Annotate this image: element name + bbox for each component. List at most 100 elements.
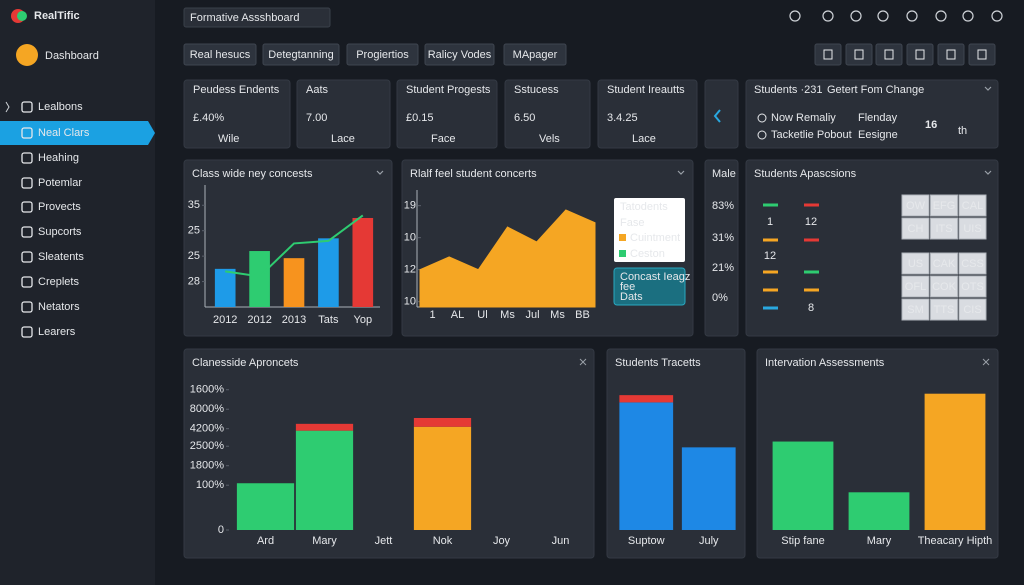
nav-item[interactable]: Netators (38, 301, 80, 313)
legend-swatch (619, 234, 626, 241)
note-text: Dats (620, 291, 643, 303)
tool-icon[interactable] (823, 49, 833, 60)
y-tick-label: 25 (188, 250, 200, 262)
note-box (613, 267, 686, 306)
close-icon[interactable] (982, 358, 990, 366)
y-tick-label: 12 (404, 264, 416, 276)
grid-cell (958, 275, 987, 298)
toolbar-icon[interactable] (962, 10, 974, 22)
nav-item[interactable]: Provects (38, 201, 81, 213)
dropdown-icon (984, 170, 992, 175)
male-value: 21% (712, 262, 734, 274)
dash (763, 306, 778, 310)
tool-button[interactable] (875, 43, 903, 66)
toolbar-icon[interactable] (991, 10, 1003, 22)
tool-button[interactable] (906, 43, 934, 66)
tab-label[interactable]: Real hesucs (190, 49, 251, 61)
bar (848, 492, 910, 530)
x-tick-label: Jun (552, 535, 570, 547)
nav-item[interactable]: Heahing (38, 152, 79, 164)
male-title: Male (712, 168, 736, 180)
toolbar-icon[interactable] (822, 10, 834, 22)
tool-icon[interactable] (854, 49, 864, 60)
kpi-label: Student Progests (406, 84, 491, 96)
dash (763, 288, 778, 292)
toolbar-icon[interactable] (850, 10, 862, 22)
tool-icon[interactable] (884, 49, 894, 60)
y-tick-label: 10 (404, 296, 416, 308)
nav-item[interactable]: Creplets (38, 276, 79, 288)
toolbar-icon[interactable] (906, 10, 918, 22)
chart-title: Class wide ney concests (192, 168, 313, 180)
nav-item[interactable]: Sleatents (38, 251, 84, 263)
tool-icon[interactable] (915, 49, 925, 60)
bar (249, 251, 270, 307)
page-title: Formative Assshboard (190, 12, 299, 24)
y-tick-label: 28 (188, 275, 200, 287)
tab-label[interactable]: Progiertios (356, 49, 409, 61)
brand: RealTific (34, 10, 80, 22)
kpi-label: Aats (306, 84, 329, 96)
x-tick-label: Yop (354, 314, 373, 326)
grid-cell-text: UIS (963, 223, 981, 235)
tool-button[interactable] (937, 43, 965, 66)
nav-icon (21, 301, 33, 313)
grid-cell (901, 275, 930, 298)
x-tick-label: 1 (429, 309, 435, 321)
tab[interactable] (183, 43, 257, 66)
kpi-sub: Lace (331, 133, 355, 145)
y-tick-label: 8000% (190, 403, 224, 415)
tab[interactable] (424, 43, 495, 66)
nav-icon (21, 201, 33, 213)
tool-icon[interactable] (977, 49, 987, 60)
row-tag: Flenday (858, 112, 898, 124)
dash (763, 238, 778, 242)
nav-item[interactable]: Lealbons (38, 101, 83, 113)
y-tick-label: 100% (196, 479, 224, 491)
grid-cell (958, 217, 987, 240)
tab[interactable] (503, 43, 567, 66)
grid-cell (958, 298, 987, 321)
tool-button[interactable] (814, 43, 842, 66)
bar-segment (236, 483, 295, 530)
tool-button[interactable] (968, 43, 996, 66)
nav-item[interactable]: Potemlar (38, 177, 82, 189)
nav-item[interactable]: Learers (38, 326, 76, 338)
dash (804, 238, 819, 242)
tab-label[interactable]: Ralicy Vodes (428, 49, 492, 61)
toolbar-icon[interactable] (877, 10, 889, 22)
grid-cell (930, 298, 958, 321)
x-tick-label: Ms (550, 309, 565, 321)
dropdown-icon (376, 170, 384, 175)
tool-button[interactable] (845, 43, 873, 66)
change-title: Getert Fom Change (827, 84, 924, 96)
x-tick-label: AL (451, 309, 464, 321)
bar-segment (295, 430, 354, 530)
tab[interactable] (262, 43, 340, 66)
nav-icon (21, 276, 33, 288)
tab-label[interactable]: Detegtanning (268, 49, 333, 61)
x-tick-label: Theacary Hipth (918, 535, 993, 547)
y-tick-label: 25 (188, 225, 200, 237)
x-tick-label: Ard (257, 535, 274, 547)
nav-item[interactable]: Supcorts (38, 226, 82, 238)
grid-cell-text: TTS (934, 304, 955, 316)
x-tick-label: 2012 (247, 314, 271, 326)
male-value: 83% (712, 200, 734, 212)
nav-icon (21, 326, 33, 338)
grid-cell-text: ITS (935, 223, 952, 235)
grid-cell (901, 217, 930, 240)
close-icon[interactable] (579, 358, 587, 366)
active-item (0, 121, 155, 145)
nav-item[interactable]: Neal Clars (38, 127, 90, 139)
tab[interactable] (346, 43, 419, 66)
kpi-label: Peudess Endents (193, 84, 280, 96)
y-tick-label: 10 (404, 232, 416, 244)
toolbar-icon[interactable] (935, 10, 947, 22)
toolbar-icon[interactable] (789, 10, 801, 22)
prev-icon[interactable] (713, 109, 721, 123)
tool-icon[interactable] (946, 49, 956, 60)
big-number: 16 (925, 119, 937, 131)
tab-label[interactable]: MApager (513, 49, 558, 61)
